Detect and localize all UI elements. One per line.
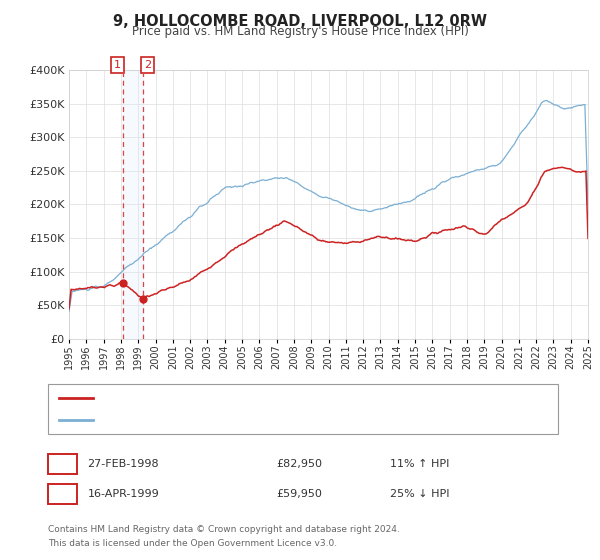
Text: 11% ↑ HPI: 11% ↑ HPI bbox=[390, 459, 449, 469]
Text: 1: 1 bbox=[59, 457, 66, 470]
Text: 25% ↓ HPI: 25% ↓ HPI bbox=[390, 489, 449, 499]
Text: £82,950: £82,950 bbox=[276, 459, 322, 469]
Text: 2: 2 bbox=[144, 60, 151, 70]
Text: This data is licensed under the Open Government Licence v3.0.: This data is licensed under the Open Gov… bbox=[48, 539, 337, 548]
Text: 1: 1 bbox=[114, 60, 121, 70]
Text: Price paid vs. HM Land Registry's House Price Index (HPI): Price paid vs. HM Land Registry's House … bbox=[131, 25, 469, 38]
Bar bbox=[124, 70, 143, 339]
Text: 2: 2 bbox=[59, 487, 66, 501]
Text: Contains HM Land Registry data © Crown copyright and database right 2024.: Contains HM Land Registry data © Crown c… bbox=[48, 525, 400, 534]
Text: 16-APR-1999: 16-APR-1999 bbox=[88, 489, 160, 499]
Text: 27-FEB-1998: 27-FEB-1998 bbox=[88, 459, 159, 469]
Text: HPI: Average price, detached house, Liverpool: HPI: Average price, detached house, Live… bbox=[99, 415, 340, 425]
Text: £59,950: £59,950 bbox=[276, 489, 322, 499]
Text: 9, HOLLOCOMBE ROAD, LIVERPOOL, L12 0RW (detached house): 9, HOLLOCOMBE ROAD, LIVERPOOL, L12 0RW (… bbox=[99, 393, 431, 403]
Text: 9, HOLLOCOMBE ROAD, LIVERPOOL, L12 0RW: 9, HOLLOCOMBE ROAD, LIVERPOOL, L12 0RW bbox=[113, 14, 487, 29]
